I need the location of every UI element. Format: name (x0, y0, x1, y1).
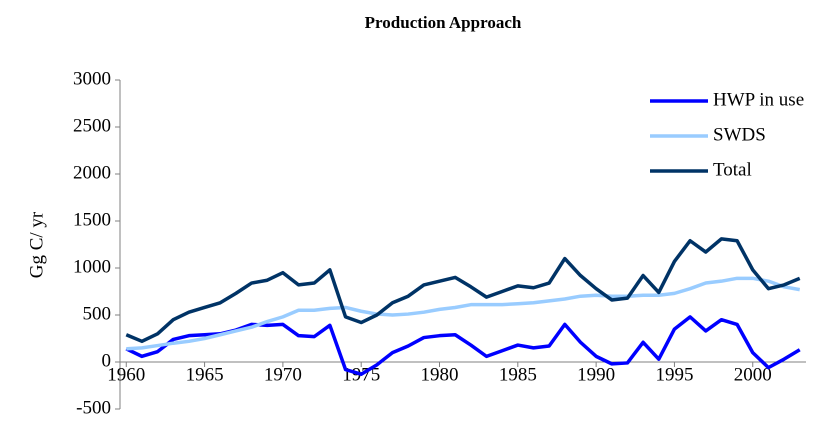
y-tick-label: 1000 (73, 256, 111, 277)
chart-title: Production Approach (365, 13, 522, 32)
x-tick-label: 1985 (499, 364, 537, 385)
y-tick-label: 500 (83, 303, 112, 324)
y-tick-label: 0 (102, 350, 112, 371)
legend-label: SWDS (713, 124, 766, 145)
legend-label: Total (713, 159, 752, 180)
line (126, 276, 801, 351)
x-tick-label: 1990 (577, 364, 615, 385)
y-tick-label: -500 (76, 397, 111, 416)
y-tick-label: 3000 (73, 68, 111, 89)
legend-label: HWP in use (713, 89, 804, 110)
line (125, 315, 801, 376)
x-tick-label: 2000 (734, 364, 772, 385)
x-tick-label: 1965 (186, 364, 224, 385)
y-tick-label: 2500 (73, 115, 111, 136)
line (125, 237, 801, 344)
x-tick-label: 1960 (107, 364, 145, 385)
x-tick-label: 1970 (264, 364, 302, 385)
x-tick-label: 1995 (655, 364, 693, 385)
y-tick-label: 1500 (73, 209, 111, 230)
y-axis-label: Gg C/ yr (26, 211, 47, 278)
x-tick-label: 1980 (421, 364, 459, 385)
y-tick-label: 2000 (73, 162, 111, 183)
